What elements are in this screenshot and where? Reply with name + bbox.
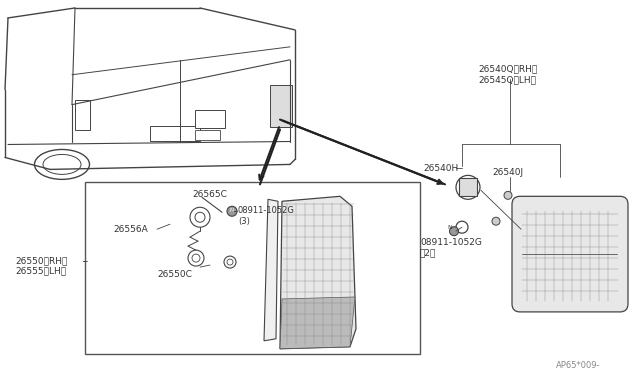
- Bar: [459, 179, 477, 196]
- Text: 08911-1052G
(3): 08911-1052G (3): [238, 206, 295, 226]
- Circle shape: [227, 206, 237, 216]
- Bar: [195, 110, 225, 128]
- Text: 26550〈RH〉
26555〈LH〉: 26550〈RH〉 26555〈LH〉: [15, 256, 67, 276]
- Text: 26540J: 26540J: [492, 169, 523, 177]
- Circle shape: [504, 191, 512, 199]
- Circle shape: [492, 217, 500, 225]
- Bar: [270, 85, 292, 126]
- Circle shape: [456, 175, 480, 199]
- Text: N: N: [447, 225, 452, 230]
- Circle shape: [195, 212, 205, 222]
- Bar: [150, 126, 200, 141]
- Bar: [75, 100, 90, 129]
- Polygon shape: [280, 297, 355, 349]
- Text: 26540Q〈RH〉
26545Q〈LH〉: 26540Q〈RH〉 26545Q〈LH〉: [478, 65, 537, 84]
- Circle shape: [456, 221, 468, 233]
- Circle shape: [224, 256, 236, 268]
- Text: 26550C: 26550C: [157, 270, 192, 279]
- Polygon shape: [264, 199, 278, 341]
- Text: N: N: [230, 208, 234, 213]
- Circle shape: [190, 207, 210, 227]
- Text: 26565C: 26565C: [192, 190, 227, 199]
- Bar: [195, 129, 220, 140]
- Circle shape: [449, 227, 458, 236]
- Ellipse shape: [35, 150, 90, 179]
- Polygon shape: [280, 196, 356, 349]
- Text: 08911-1052G
〈2〉: 08911-1052G 〈2〉: [420, 238, 482, 257]
- Bar: [85, 182, 420, 354]
- Text: 26556A: 26556A: [113, 225, 148, 234]
- Circle shape: [461, 180, 475, 194]
- Circle shape: [188, 250, 204, 266]
- Circle shape: [192, 254, 200, 262]
- Text: AP65*009-: AP65*009-: [556, 361, 600, 370]
- FancyBboxPatch shape: [512, 196, 628, 312]
- Circle shape: [227, 259, 233, 265]
- Text: 26540H: 26540H: [423, 164, 458, 173]
- Ellipse shape: [43, 154, 81, 174]
